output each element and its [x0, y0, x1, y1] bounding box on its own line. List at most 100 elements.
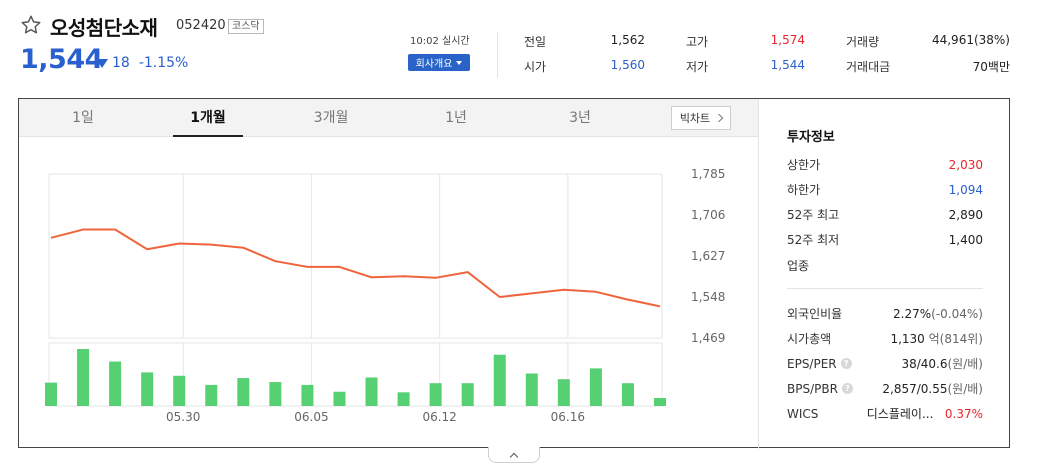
volume-bar	[173, 375, 186, 406]
x-tick-label: 06.16	[551, 410, 585, 424]
volume-bar	[589, 368, 602, 406]
caret-down-icon	[456, 60, 463, 65]
open-value: 1,560	[610, 58, 645, 72]
stock-code: 052420	[176, 18, 226, 33]
bigchart-button[interactable]: 빅차트	[671, 106, 731, 130]
help-icon[interactable]: ?	[841, 383, 853, 394]
volume-bar	[269, 382, 282, 406]
change-rate: -1.15%	[138, 55, 189, 71]
prev-close-value: 1,562	[610, 33, 645, 47]
header-divider	[497, 32, 498, 78]
y-tick-label: 1,469	[691, 331, 725, 345]
week52-high-value: 2,890	[948, 207, 983, 222]
current-price: 1,544	[20, 44, 103, 75]
low-value: 1,544	[770, 58, 805, 72]
change-amount: 18	[112, 55, 130, 71]
volume-bar	[429, 383, 442, 406]
bps-pbr-value: 2,857/0.55(원/배)	[882, 382, 983, 396]
y-tick-label: 1,706	[691, 208, 725, 222]
volume-bar	[397, 392, 410, 406]
market-badge: 코스닥	[228, 19, 264, 34]
company-overview-button[interactable]: 회사개요	[408, 54, 470, 71]
y-tick-label: 1,785	[691, 167, 725, 181]
tab-3months[interactable]: 3개월	[313, 110, 349, 126]
chevron-up-icon	[509, 452, 519, 461]
stock-name: 오성첨단소재	[50, 16, 158, 40]
market-cap-value: 1,130 억(814위)	[890, 332, 983, 346]
price-line	[50, 228, 661, 308]
wics-value[interactable]: 디스플레이... 0.37%	[866, 407, 983, 421]
foreign-ratio-label: 외국인비율	[787, 307, 843, 321]
investment-info: 투자정보 상한가 2,030 하한가 1,094 52주 최고 2,890 52…	[759, 99, 1009, 447]
volume-bar	[301, 384, 314, 406]
x-tick-label: 06.05	[294, 410, 328, 424]
low-label: 저가	[686, 60, 709, 74]
period-tabs: 1일 1개월 3개월 1년 3년 빅차트	[19, 99, 758, 137]
high-value: 1,574	[770, 33, 805, 47]
price-plot-frame	[48, 173, 663, 339]
realtime-timestamp: 10:02 실시간	[410, 36, 470, 47]
help-icon[interactable]: ?	[840, 358, 852, 369]
volume-bar	[654, 398, 666, 406]
favorite-star-icon[interactable]	[20, 14, 42, 36]
volume-bar	[621, 383, 634, 406]
volume-plot-frame	[48, 342, 663, 407]
volume-bar	[525, 373, 538, 406]
volume-bar	[45, 382, 57, 406]
week52-low-value: 1,400	[948, 232, 983, 247]
price-change: 18 -1.15%	[96, 55, 188, 71]
amount-label: 거래대금	[846, 60, 891, 74]
volume-value: 44,961(38%)	[931, 33, 1010, 47]
bigchart-label: 빅차트	[679, 112, 711, 125]
high-label: 고가	[686, 35, 709, 49]
industry-row: 업종	[787, 257, 983, 274]
upper-limit-row: 상한가 2,030	[787, 156, 983, 173]
tab-1month[interactable]: 1개월	[173, 99, 243, 137]
expand-toggle[interactable]	[488, 447, 540, 463]
volume-bar	[557, 379, 570, 406]
chevron-right-icon	[714, 113, 724, 123]
foreign-ratio-value: 2.27%(-0.04%)	[893, 306, 983, 321]
volume-bar	[205, 384, 218, 406]
x-tick-label: 05.30	[166, 410, 200, 424]
foreign-ratio-row: 외국인비율 2.27%(-0.04%)	[787, 305, 983, 322]
tab-1day[interactable]: 1일	[72, 110, 94, 126]
bps-pbr-label: BPS/PBR?	[787, 382, 853, 396]
volume-bar	[333, 391, 346, 406]
volume-bar	[493, 354, 506, 406]
volume-bar	[237, 378, 250, 406]
chart-panel: 1일 1개월 3개월 1년 3년 빅차트 05.30 06.05 06.12 06.1…	[18, 98, 1010, 449]
y-tick-label: 1,548	[691, 290, 725, 304]
wics-label: WICS	[787, 406, 819, 421]
eps-per-row: EPS/PER? 38/40.6(원/배)	[787, 355, 983, 372]
lower-limit-row: 하한가 1,094	[787, 181, 983, 198]
market-cap-row: 시가총액 1,130 억(814위)	[787, 330, 983, 347]
volume-bar	[461, 383, 474, 406]
market-cap-label: 시가총액	[787, 332, 832, 346]
volume-bar	[109, 361, 122, 406]
lower-limit-label: 하한가	[787, 183, 821, 197]
triangle-down-icon	[96, 58, 108, 68]
panel-divider	[758, 99, 759, 449]
upper-limit-value: 2,030	[948, 157, 983, 172]
industry-label: 업종	[787, 259, 810, 273]
lower-limit-value: 1,094	[948, 182, 983, 197]
upper-limit-label: 상한가	[787, 158, 821, 172]
x-tick-label: 06.12	[422, 410, 456, 424]
wics-row: WICS 디스플레이... 0.37%	[787, 405, 983, 422]
eps-per-label: EPS/PER?	[787, 357, 852, 371]
open-label: 시가	[524, 60, 547, 74]
prev-close-label: 전일	[524, 35, 547, 49]
bps-pbr-row: BPS/PBR? 2,857/0.55(원/배)	[787, 380, 983, 397]
amount-value: 70백만	[972, 60, 1010, 74]
week52-high-label: 52주 최고	[787, 208, 840, 222]
info-title: 투자정보	[787, 130, 835, 145]
price-chart: 05.30 06.05 06.12 06.16 1,785 1,706 1,627 1,548…	[45, 167, 725, 424]
volume-bar	[141, 372, 154, 406]
y-tick-label: 1,627	[691, 249, 725, 263]
tab-1year[interactable]: 1년	[445, 110, 467, 126]
volume-bar	[77, 349, 90, 406]
week52-low-row: 52주 최저 1,400	[787, 231, 983, 248]
tab-3years[interactable]: 3년	[569, 110, 591, 126]
volume-bar	[365, 377, 378, 406]
